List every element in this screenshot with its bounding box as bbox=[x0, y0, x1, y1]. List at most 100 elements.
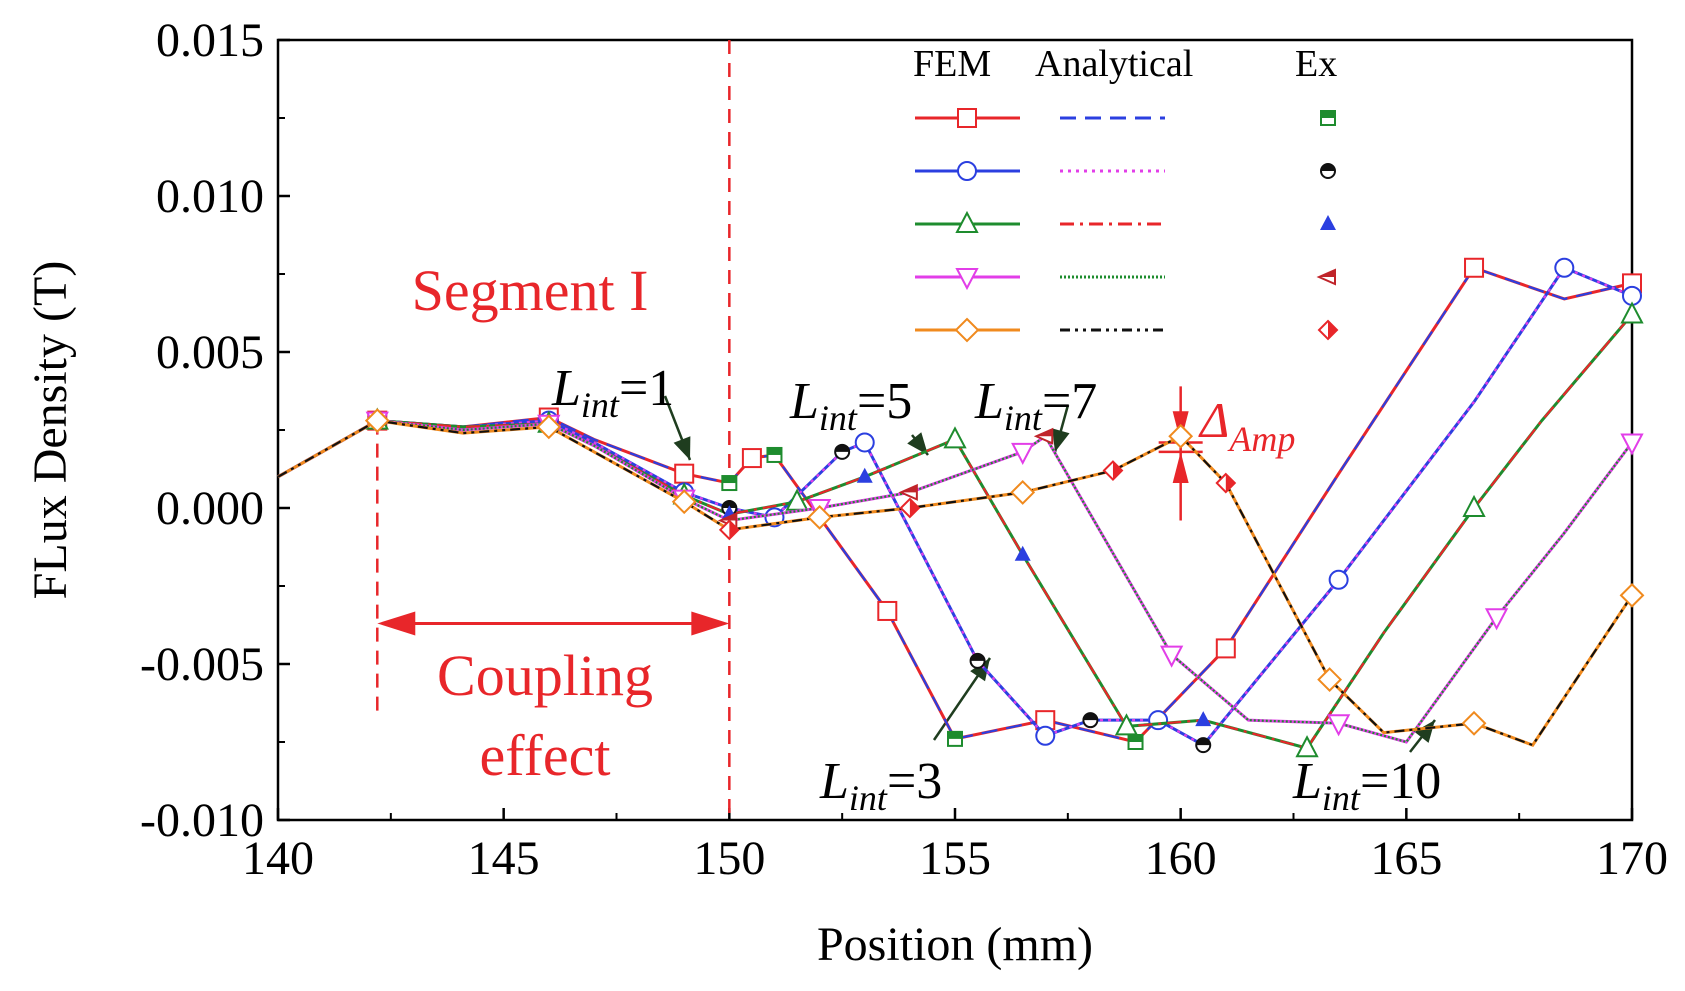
label-lint-5-l: L bbox=[789, 373, 819, 430]
legend-fem-marker-1 bbox=[957, 161, 977, 181]
series-2-point bbox=[1620, 301, 1644, 324]
series-4-point bbox=[671, 489, 697, 515]
series-0-point bbox=[1464, 257, 1485, 278]
x-tick-label: 165 bbox=[1370, 832, 1442, 885]
ex-point-2 bbox=[1195, 711, 1212, 727]
x-tick-label: 155 bbox=[919, 832, 991, 885]
ex-point-4 bbox=[909, 499, 919, 517]
series-3-point bbox=[1011, 442, 1035, 465]
label-lint-3: Lint=3 bbox=[819, 753, 942, 818]
label-lint-5-sub: int bbox=[819, 398, 858, 438]
series-4-point bbox=[364, 408, 390, 434]
ex-point-3 bbox=[720, 513, 737, 521]
series-3-point bbox=[1484, 608, 1509, 631]
ex-point-0 bbox=[767, 447, 782, 455]
ex-point-0 bbox=[1128, 735, 1143, 742]
legend-ex-marker-0 bbox=[1321, 111, 1335, 118]
ex-point-1 bbox=[835, 444, 850, 452]
ex-point-1 bbox=[722, 501, 737, 508]
x-tick-label: 160 bbox=[1145, 832, 1217, 885]
arrow-lint-10-head bbox=[1414, 720, 1435, 743]
ex-point-1 bbox=[1083, 713, 1098, 721]
delta-amp-arrow-up bbox=[1172, 451, 1189, 484]
label-lint-3-val: =3 bbox=[887, 753, 942, 810]
label-lint-7-sub: int bbox=[1004, 398, 1043, 438]
series-3-point bbox=[1159, 645, 1184, 668]
arrow-lint-1-head bbox=[673, 436, 691, 460]
legend-fem-marker-0 bbox=[957, 108, 977, 128]
delta-symbol: Δ bbox=[1198, 392, 1229, 448]
annotation-layer bbox=[376, 40, 1436, 820]
series-3-point bbox=[1326, 714, 1351, 737]
label-lint-1-val: =1 bbox=[619, 360, 674, 417]
legend-header-fem: FEM bbox=[913, 43, 991, 85]
ex-point-1 bbox=[1196, 738, 1211, 746]
coupling-label-line2: effect bbox=[480, 723, 611, 788]
label-lint-3-l: L bbox=[819, 753, 849, 810]
label-lint-10: Lint=10 bbox=[1292, 753, 1441, 818]
label-lint-5-val: =5 bbox=[857, 373, 912, 430]
series-4-point bbox=[536, 414, 562, 440]
y-tick-label: 0.005 bbox=[156, 326, 264, 379]
series-0-point bbox=[1215, 638, 1236, 659]
series-2-point bbox=[1114, 713, 1139, 736]
label-lint-7: Lint=7 bbox=[974, 373, 1097, 438]
x-tick-label: 150 bbox=[693, 832, 765, 885]
legend-fem-marker-3 bbox=[955, 268, 979, 291]
series-0-point bbox=[741, 448, 762, 469]
series-1-point bbox=[1035, 725, 1056, 746]
arrow-lint-5-head bbox=[907, 432, 928, 455]
legend-ex-marker-4 bbox=[1328, 321, 1337, 339]
ex-point-0 bbox=[948, 731, 962, 739]
y-tick-label: 0.010 bbox=[156, 170, 264, 223]
series-4-point bbox=[1010, 479, 1036, 505]
x-tick-label: 170 bbox=[1596, 832, 1668, 885]
series-2-point bbox=[1462, 494, 1486, 517]
label-lint-7-val: =7 bbox=[1042, 373, 1097, 430]
series-1-point bbox=[1148, 710, 1169, 731]
series-analytical-line-3 bbox=[277, 419, 1633, 744]
label-lint-10-sub: int bbox=[1322, 778, 1361, 818]
series-4-point bbox=[1619, 582, 1645, 608]
x-axis-title: Position (mm) bbox=[817, 918, 1093, 971]
label-lint-5: Lint=5 bbox=[789, 373, 912, 438]
legend-rows bbox=[915, 108, 1339, 343]
ex-point-1 bbox=[970, 653, 985, 661]
legend-fem-marker-4 bbox=[954, 317, 980, 343]
axis-ticks bbox=[276, 38, 1634, 822]
series-0-point bbox=[674, 463, 695, 484]
y-axis-title: FLux Density (T) bbox=[24, 261, 77, 600]
ex-point-0 bbox=[722, 476, 737, 484]
coupling-label-line1: Coupling bbox=[437, 643, 653, 708]
series-1-point bbox=[854, 432, 875, 453]
series-analytical-line-4 bbox=[277, 419, 1633, 747]
arrow-lint-3-head bbox=[970, 658, 990, 682]
ex-point-4 bbox=[1225, 474, 1235, 493]
legend-fem-marker-2 bbox=[955, 210, 979, 233]
label-lint-1-l: L bbox=[551, 360, 581, 417]
label-lint-10-l: L bbox=[1292, 753, 1322, 810]
ex-point-4 bbox=[729, 520, 739, 539]
y-tick-label: -0.010 bbox=[140, 794, 264, 847]
ex-point-3 bbox=[900, 485, 917, 493]
ex-point-3 bbox=[1036, 429, 1053, 437]
series-4-point bbox=[1317, 667, 1343, 693]
legend-header-analytical: Analytical bbox=[1035, 43, 1193, 85]
series-1-point bbox=[1554, 257, 1575, 278]
label-lint-10-val: =10 bbox=[1360, 753, 1441, 810]
legend-ex-marker-3 bbox=[1319, 270, 1335, 277]
series-analytical-line-0 bbox=[277, 266, 1633, 744]
experimental-points bbox=[717, 427, 1237, 754]
legend-header-ex: Ex bbox=[1295, 43, 1337, 85]
series-layer bbox=[277, 257, 1645, 758]
label-lint-1: Lint=1 bbox=[551, 360, 674, 425]
x-tick-label: 145 bbox=[468, 832, 540, 885]
delta-subscript: Amp bbox=[1227, 419, 1295, 459]
x-tick-labels: 140 145 150 155 160 165 170 bbox=[242, 832, 1668, 885]
label-lint-7-l: L bbox=[974, 373, 1004, 430]
y-tick-labels: 0.015 0.010 0.005 0.000 -0.005 -0.010 bbox=[140, 14, 264, 847]
y-tick-label: 0.015 bbox=[156, 14, 264, 67]
x-tick-label: 140 bbox=[242, 832, 314, 885]
series-1-point bbox=[1328, 569, 1349, 590]
